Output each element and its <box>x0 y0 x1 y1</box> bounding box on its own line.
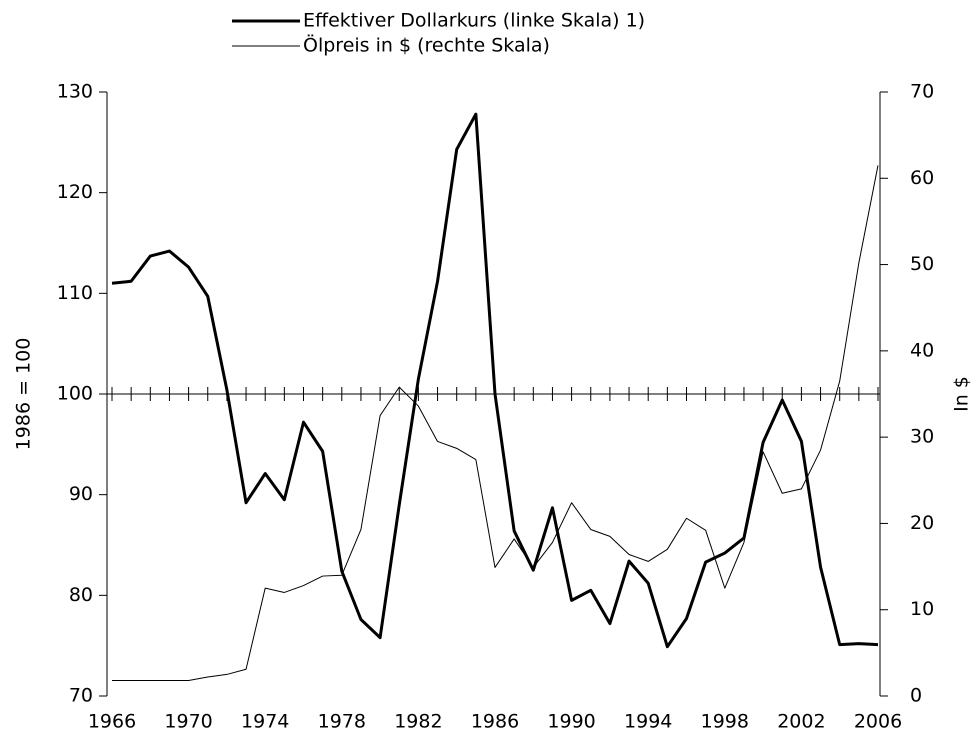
y2-tick-label: 20 <box>910 512 934 534</box>
y-tick-label: 110 <box>57 282 93 304</box>
legend-label: Ölpreis in $ (rechte Skala) <box>303 34 550 57</box>
x-tick-label: 1994 <box>624 711 672 733</box>
y2-tick-label: 40 <box>910 339 934 361</box>
y-tick-label: 70 <box>69 685 93 707</box>
x-tick-label: 2006 <box>854 711 902 733</box>
y2-tick-label: 30 <box>910 426 934 448</box>
y-tick-label: 120 <box>57 181 93 203</box>
y2-tick-label: 10 <box>910 598 934 620</box>
y2-axis-label: In $ <box>951 376 973 412</box>
x-tick-label: 1970 <box>164 711 212 733</box>
series-line <box>111 112 879 649</box>
y-axis-label: 1986 = 100 <box>13 338 35 451</box>
series-line <box>112 165 879 681</box>
x-tick-label: 1982 <box>394 711 442 733</box>
y-tick-label: 130 <box>57 81 93 103</box>
x-tick-label: 2002 <box>777 711 825 733</box>
y2-tick-label: 70 <box>910 81 934 103</box>
x-tick-label: 1998 <box>701 711 749 733</box>
y2-tick-label: 60 <box>910 167 934 189</box>
y-tick-label: 100 <box>57 383 93 405</box>
x-tick-label: 1966 <box>88 711 136 733</box>
y2-tick-label: 50 <box>910 253 934 275</box>
y2-tick-label: 0 <box>910 685 922 707</box>
y-tick-label: 80 <box>69 584 93 606</box>
x-tick-label: 1978 <box>318 711 366 733</box>
legend-label: Effektiver Dollarkurs (linke Skala) 1) <box>303 10 645 32</box>
x-tick-label: 1986 <box>471 711 519 733</box>
x-tick-label: 1990 <box>547 711 595 733</box>
y-tick-label: 90 <box>69 483 93 505</box>
x-tick-label: 1974 <box>241 711 289 733</box>
